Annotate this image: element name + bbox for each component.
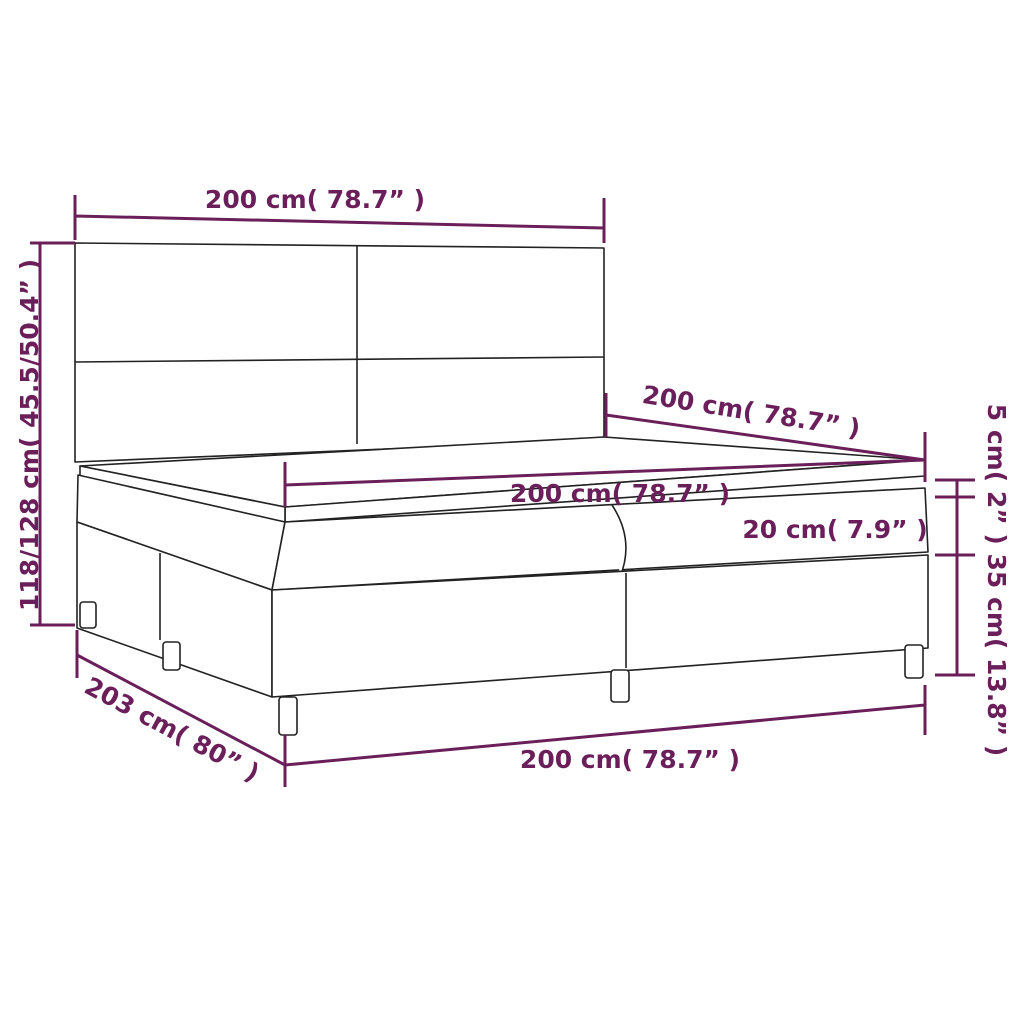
leg	[904, 644, 924, 679]
length-label: 200 cm( 78.7” )	[640, 380, 862, 443]
leg	[278, 696, 298, 736]
headboard-seam-horizontal	[74, 356, 605, 363]
headboard-width-label: 200 cm( 78.7” )	[205, 185, 425, 214]
mattress-seam	[611, 504, 627, 578]
topper-base-height-label: 5 cm( 2” ) 35 cm( 13.8” )	[982, 404, 1011, 757]
base-front	[271, 554, 929, 698]
headboard	[74, 242, 605, 463]
leg	[162, 641, 181, 671]
mattress-height-label: 20 cm( 7.9” )	[742, 515, 927, 544]
bed-drawing	[74, 242, 929, 736]
depth-label: 203 cm( 80” )	[80, 671, 264, 787]
total-height-label: 118/128 cm( 45.5/50.4” )	[15, 259, 44, 611]
front-width-label: 200 cm( 78.7” )	[520, 745, 740, 774]
mattress-width-label: 200 cm( 78.7” )	[510, 479, 730, 508]
mattress-front	[271, 487, 929, 591]
leg	[79, 601, 97, 629]
dimension-lines	[30, 195, 975, 787]
leg	[610, 669, 630, 703]
